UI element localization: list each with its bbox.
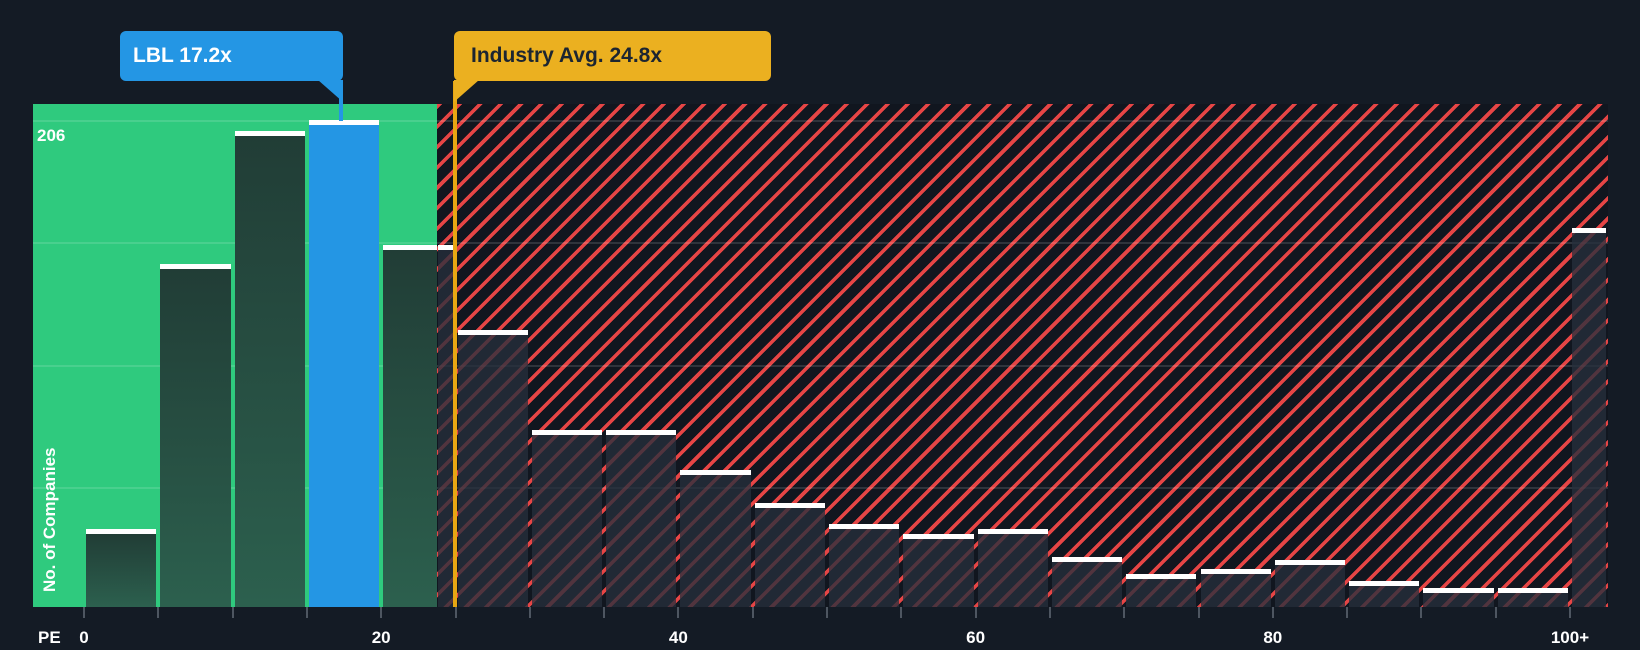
company-marker-stem: [339, 81, 343, 121]
y-axis-title: No. of Companies: [40, 447, 59, 592]
x-axis-tick: [83, 607, 85, 618]
x-axis-tick: [454, 607, 457, 618]
x-axis-tick: [900, 607, 903, 618]
histogram-bar-50-55[interactable]: [829, 524, 900, 607]
gridline: [33, 487, 1608, 489]
x-axis-tick: [1123, 607, 1126, 618]
industry-tooltip-pointer-icon: [454, 80, 479, 102]
histogram-bar-35-40[interactable]: [606, 429, 677, 607]
histogram-bar-20-25[interactable]: [383, 244, 438, 607]
x-axis-tick-label-80: 80: [1263, 628, 1283, 647]
x-axis-tick: [1346, 607, 1349, 618]
x-axis-tick: [528, 607, 531, 618]
x-axis-tick: [1494, 607, 1497, 618]
histogram-bar-25-30[interactable]: [457, 330, 528, 607]
histogram-bar-10-15[interactable]: [234, 131, 305, 607]
histogram-bar-75-80[interactable]: [1200, 569, 1271, 607]
histogram-bar-95-100[interactable]: [1497, 588, 1568, 607]
x-axis-tick-label-40: 40: [668, 628, 688, 647]
industry-average-tooltip: Industry Avg. 24.8x: [454, 31, 771, 81]
histogram-bar-70-75[interactable]: [1126, 573, 1197, 607]
histogram-bar-45-50[interactable]: [754, 502, 825, 607]
company-pe-tooltip: LBL 17.2x: [120, 31, 343, 81]
histogram-bar-90-95[interactable]: [1423, 588, 1494, 607]
x-axis-tick: [1569, 607, 1571, 618]
x-axis-tick: [305, 607, 308, 618]
x-axis-tick: [1048, 607, 1051, 618]
histogram-bar-15-20[interactable]: [308, 119, 380, 607]
gridline: [33, 119, 1608, 122]
histogram-bar-100+[interactable]: [1572, 228, 1606, 607]
histogram-bar-40-45[interactable]: [680, 469, 751, 607]
y-axis-max-value: 206: [37, 126, 66, 145]
gridline: [33, 242, 1608, 244]
x-axis-tick: [1271, 607, 1274, 618]
histogram-bar-30-35[interactable]: [531, 429, 603, 607]
x-axis-tick: [751, 607, 754, 618]
histogram-bar-65-70[interactable]: [1051, 557, 1123, 607]
x-axis-tick-label-0: 0: [79, 628, 89, 647]
x-axis-tick: [231, 607, 234, 618]
x-axis-tick: [380, 607, 383, 618]
histogram-bar-60-65[interactable]: [977, 528, 1048, 607]
histogram-bar-0-5[interactable]: [86, 528, 157, 607]
x-axis-tick-label-20: 20: [371, 628, 391, 647]
histogram-bar-20-25[interactable]: [437, 244, 454, 607]
industry-average-line: [453, 81, 457, 607]
x-axis-tick: [974, 607, 977, 618]
histogram-bar-55-60[interactable]: [903, 533, 974, 607]
above-industry-average-hatched-region: [437, 104, 1608, 607]
x-axis-tick: [677, 607, 680, 618]
histogram-bar-80-85[interactable]: [1274, 559, 1346, 607]
histogram-bar-5-10[interactable]: [160, 263, 231, 607]
x-axis-tick-label-100+: 100+: [1550, 628, 1590, 647]
x-axis-tick: [826, 607, 828, 618]
gridline: [33, 364, 1608, 367]
histogram-bar-85-90[interactable]: [1349, 580, 1420, 607]
x-axis-tick-label-60: 60: [966, 628, 986, 647]
x-axis-title: PE: [38, 628, 61, 647]
x-axis-tick: [157, 607, 160, 618]
x-axis-tick: [1420, 607, 1423, 618]
x-axis-tick: [603, 607, 606, 618]
x-axis-tick: [1197, 607, 1200, 618]
